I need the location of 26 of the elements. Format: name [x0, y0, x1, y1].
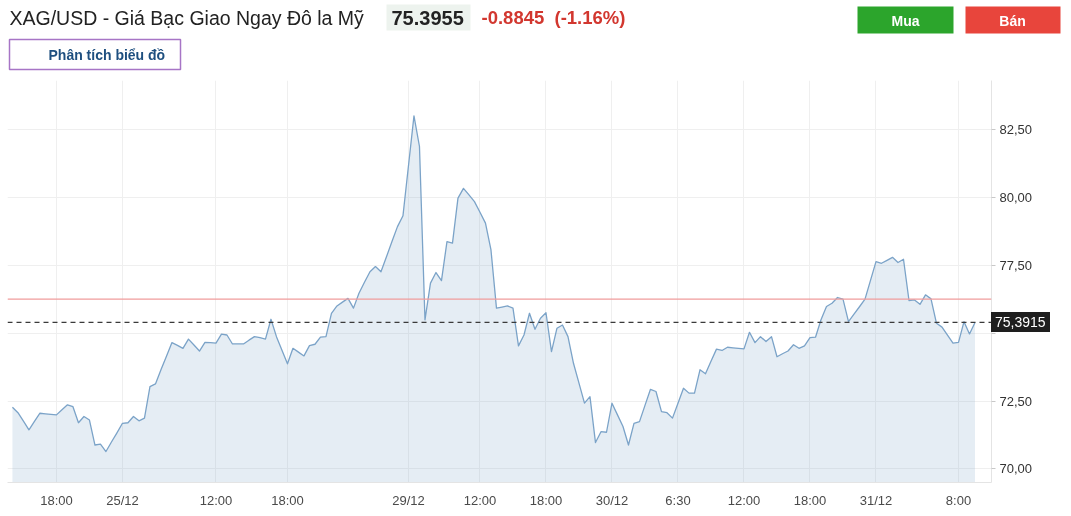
x-tick-label: 12:00 — [199, 492, 233, 508]
x-tick-label: 25/12 — [106, 492, 139, 508]
x-tick-label: 29/12 — [392, 492, 425, 508]
x-tick-label: 30/12 — [595, 492, 629, 508]
y-tick-label: 80,00 — [999, 189, 1033, 205]
text: (-1.16%) — [554, 7, 626, 28]
x-tick-label: 18:00 — [271, 492, 304, 508]
y-tick-label: 77,50 — [999, 257, 1033, 273]
x-tick-label: 12:00 — [727, 492, 761, 508]
ref-line-label: 75,3915 — [991, 312, 1050, 332]
text: 75.3955 — [391, 6, 464, 29]
x-tick-label: 8:00 — [945, 492, 972, 508]
text: Phân tích biểu đồ — [48, 46, 166, 63]
text: Bán — [999, 12, 1026, 29]
text: -0.8845 — [481, 7, 545, 28]
y-tick-label: 72,50 — [999, 393, 1033, 409]
x-tick-label: 18:00 — [529, 492, 563, 508]
x-tick-label: 6:30 — [665, 492, 691, 508]
y-tick-label: 82,50 — [999, 121, 1033, 137]
x-tick-label: 18:00 — [793, 492, 827, 508]
text: Mua — [891, 12, 920, 29]
chart-title: XAG/USD - Giá Bạc Giao Ngay Đô la Mỹ — [9, 6, 365, 29]
y-tick-label: 70,00 — [999, 461, 1033, 477]
x-tick-label: 12:00 — [463, 492, 497, 508]
x-tick-label: 18:00 — [40, 492, 73, 508]
x-tick-label: 31/12 — [859, 492, 893, 508]
